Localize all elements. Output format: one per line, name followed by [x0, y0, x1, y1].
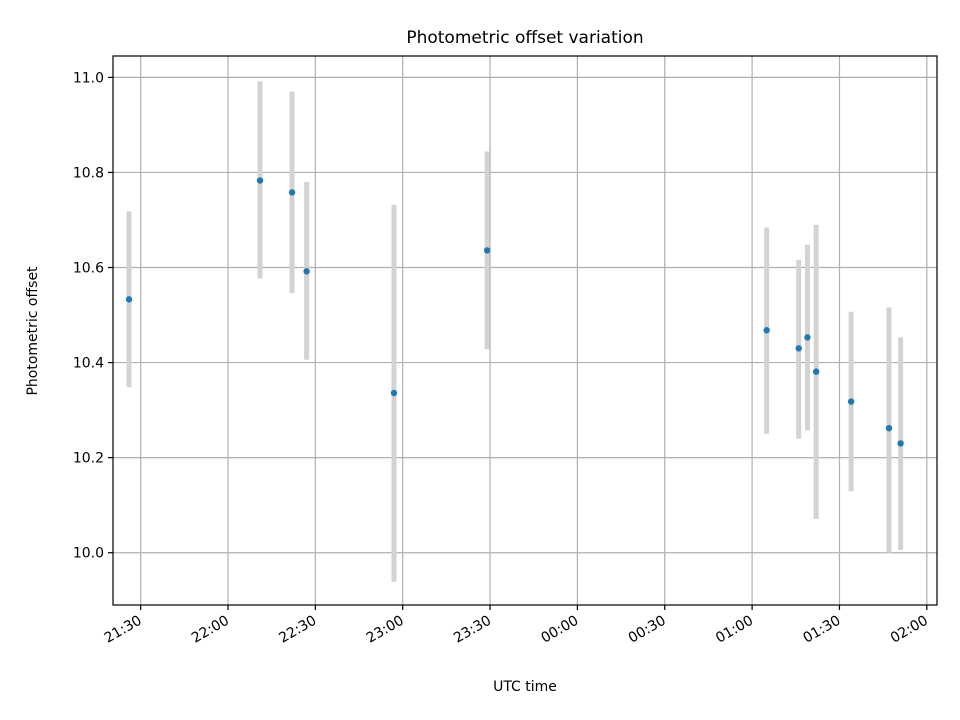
data-point [897, 440, 904, 447]
data-point [847, 398, 855, 405]
y-tick-label: 10.8 [73, 165, 104, 181]
plot-frame [112, 55, 938, 606]
y-tick-label: 10.0 [73, 546, 104, 562]
data-point [288, 189, 296, 196]
y-tick-label: 10.6 [73, 261, 104, 277]
y-tick-label: 10.4 [73, 356, 104, 372]
y-axis-label: Photometric offset [25, 266, 41, 396]
grid-lines [113, 56, 937, 605]
chart-title: Photometric offset variation [406, 28, 643, 48]
data-point [812, 368, 820, 375]
data-point [795, 345, 802, 352]
y-tick-label: 10.2 [73, 451, 104, 467]
data-point [125, 296, 133, 303]
y-tick-label: 11.0 [73, 70, 104, 86]
x-axis-label: UTC time [493, 679, 557, 695]
data-point [763, 327, 770, 334]
data-point [303, 268, 310, 275]
data-point [256, 177, 264, 184]
data-points [125, 177, 904, 447]
y-axis-ticks: 10.0 10.2 10.4 10.6 10.8 11.0 [73, 70, 113, 562]
data-point [390, 389, 398, 397]
data-point [885, 424, 893, 432]
data-point [483, 247, 491, 254]
data-point [804, 334, 811, 341]
